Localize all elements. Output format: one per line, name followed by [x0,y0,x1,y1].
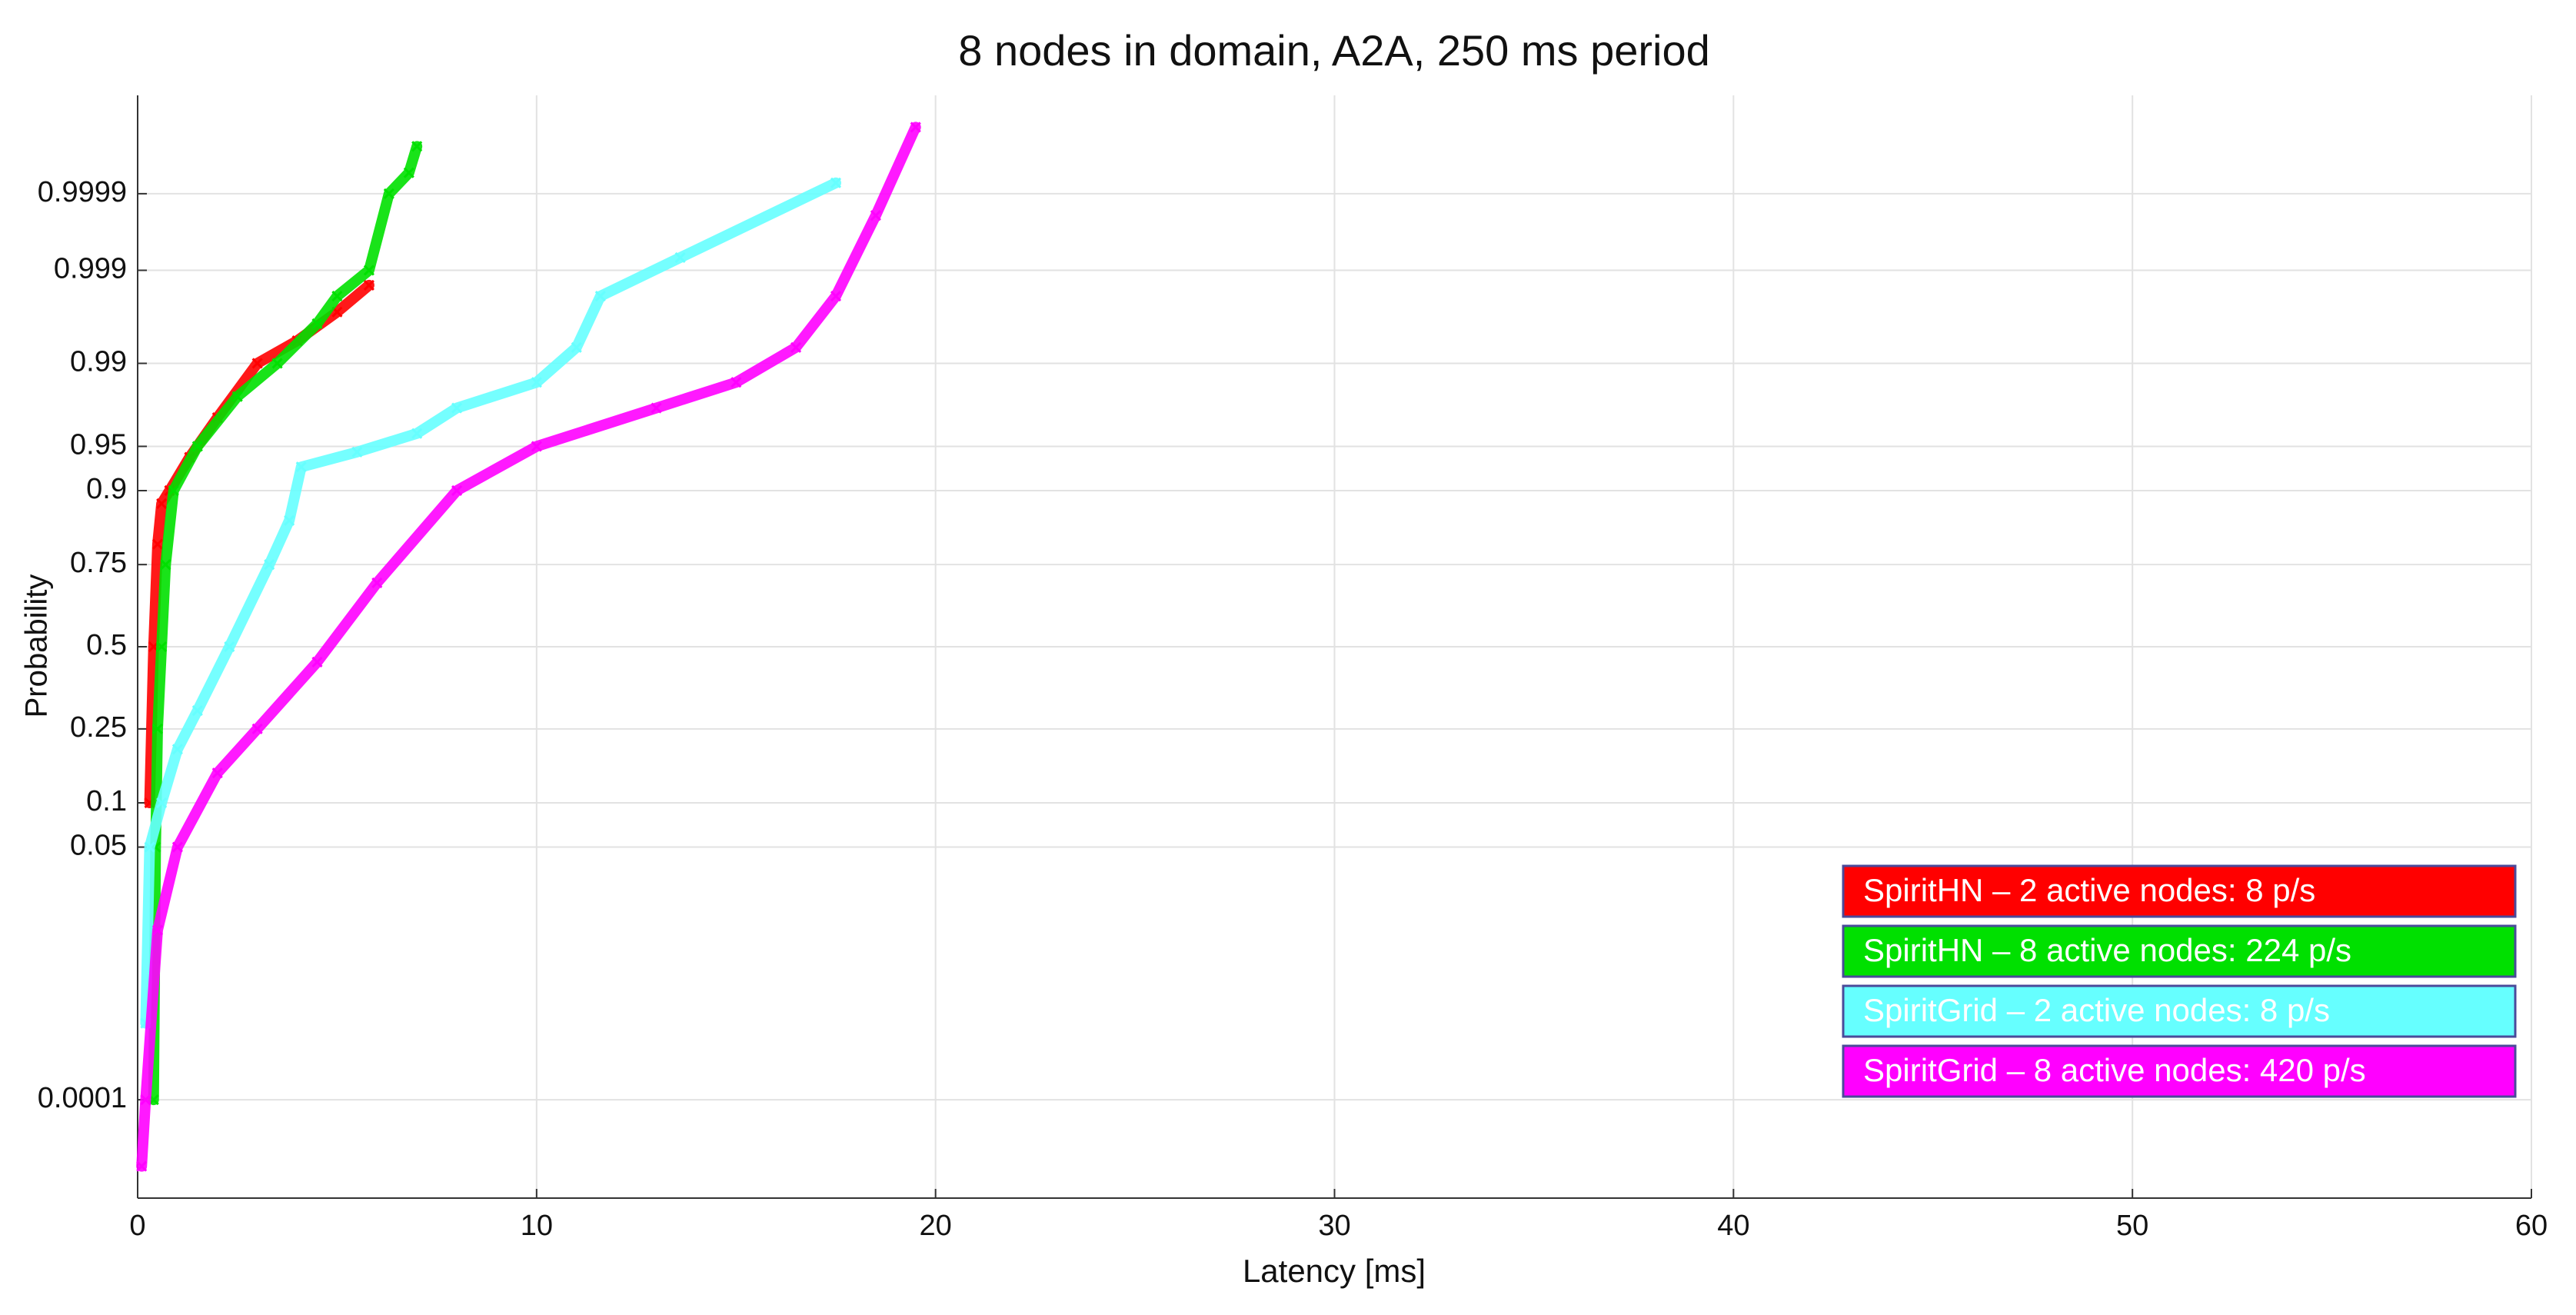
point-marker [295,461,307,473]
point-marker [156,641,168,653]
legend-label: SpiritGrid – 8 active nodes: 420 p/s [1863,1052,2366,1088]
y-tick-label: 0.05 [70,830,127,862]
point-marker [151,924,164,936]
point-marker [411,428,423,439]
point-marker [224,641,235,653]
point-marker [363,279,374,291]
point-marker [651,402,662,414]
point-marker [531,441,542,452]
legend-swatch [1842,924,2517,978]
legend-swatch [1842,1044,2517,1098]
point-marker [870,210,881,221]
point-marker [144,841,155,853]
point-marker [790,341,802,353]
point-marker [160,559,171,571]
chart-title: 8 nodes in domain, A2A, 250 ms period [958,26,1710,75]
point-marker [151,538,164,550]
point-marker [191,441,203,452]
point-marker [351,446,363,458]
point-marker [251,358,263,369]
point-marker [156,797,168,809]
point-marker [411,141,423,152]
point-marker [403,167,414,178]
y-tick-label: 0.999 [54,253,127,285]
x-axis-label: Latency [ms] [1243,1253,1426,1289]
point-marker [451,402,463,414]
point-marker [531,377,542,388]
point-marker [830,291,842,302]
point-marker [284,514,295,526]
point-marker [151,723,164,734]
point-marker [594,291,606,302]
point-marker [168,484,179,497]
legend-label: SpiritGrid – 2 active nodes: 8 p/s [1863,992,2330,1028]
point-marker [371,577,383,588]
point-marker [451,484,463,497]
y-tick-label: 0.99 [70,346,127,378]
point-marker [211,767,223,779]
legend-label: SpiritHN – 2 active nodes: 8 p/s [1863,872,2315,908]
series-line [136,122,921,1172]
point-marker [311,318,323,329]
series-line [140,177,841,1029]
y-tick-label: 0.25 [70,711,127,744]
y-tick-label: 0.1 [86,785,127,817]
x-tick-label: 0 [129,1210,145,1242]
point-marker [731,377,742,388]
x-tick-label: 10 [521,1210,553,1242]
point-marker [331,291,343,302]
point-marker [156,498,168,509]
y-tick-label: 0.9 [86,473,127,505]
y-tick-label: 0.9999 [38,176,127,208]
x-tick-label: 50 [2116,1210,2148,1242]
point-marker [910,122,921,133]
legend-swatch [1842,864,2517,918]
x-tick-label: 40 [1717,1210,1749,1242]
grid [137,95,2532,1198]
legend-swatch [1842,984,2517,1038]
point-marker [140,1094,151,1106]
point-marker [271,358,283,369]
legend-label: SpiritHN – 8 active nodes: 224 p/s [1863,932,2351,968]
point-marker [830,177,842,188]
point-marker [311,656,323,667]
point-marker [251,723,263,734]
point-marker [171,744,183,755]
point-marker [674,251,686,264]
point-marker [171,841,183,853]
x-tick-label: 60 [2515,1210,2548,1242]
point-marker [191,705,203,717]
y-axis-label: Probability [20,574,54,718]
x-tick-label: 20 [920,1210,952,1242]
series-line [148,141,423,1106]
x-tick-label: 30 [1318,1210,1350,1242]
y-tick-label: 0.0001 [38,1082,127,1114]
point-marker [264,559,275,571]
y-tick-label: 0.5 [86,629,127,661]
y-tick-label: 0.95 [70,428,127,461]
point-marker [363,265,374,276]
point-marker [136,1160,148,1172]
point-marker [383,188,394,199]
point-marker [231,391,243,402]
point-marker [571,341,582,353]
y-tick-label: 0.75 [70,547,127,579]
